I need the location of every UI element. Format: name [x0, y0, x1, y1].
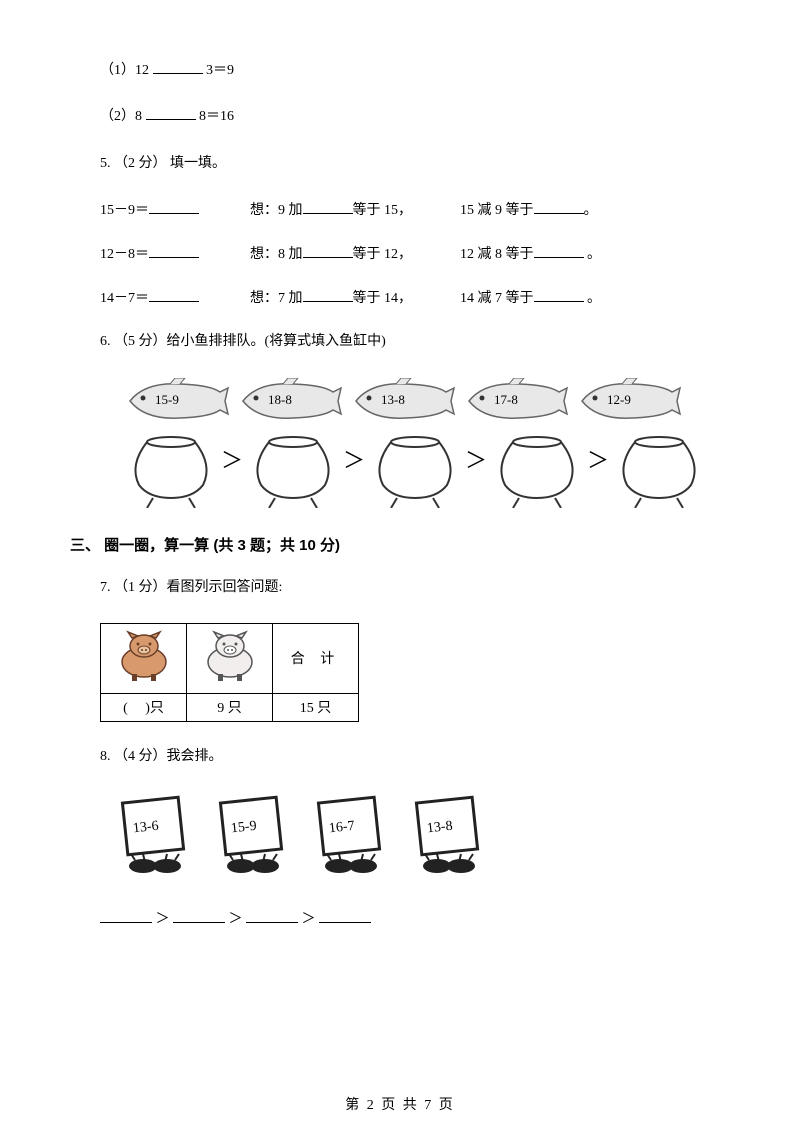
- pig-table: 合 计 ( )只 9 只 15 只: [100, 623, 359, 722]
- fill-blank[interactable]: [303, 288, 353, 302]
- q2-line: （2）8 8＝16: [70, 106, 730, 128]
- fish-label: 13-8: [381, 392, 405, 408]
- fish-row: 15-9 18-8 13-8 17-8 12-9: [70, 378, 730, 424]
- order-blank[interactable]: [100, 909, 152, 923]
- fill-row-2: 12－8＝ 想：8 加 等于 12， 12 减 8 等于 。: [70, 243, 730, 263]
- card-icon: 13-8: [409, 792, 487, 884]
- pig-cell-brown: [101, 623, 187, 693]
- fill-think-b: 等于 14，: [353, 291, 413, 306]
- pig-cell-white: [187, 623, 273, 693]
- gt-symbol: ＞: [463, 443, 489, 475]
- card-icon: 13-6: [115, 792, 193, 884]
- fish-icon: 15-9: [125, 378, 230, 424]
- gt-symbol: ＞: [341, 443, 367, 475]
- fill-blank[interactable]: [303, 200, 353, 214]
- fill-blank[interactable]: [149, 244, 199, 258]
- order-blank[interactable]: [173, 909, 225, 923]
- q8-heading: 8. （4 分）我会排。: [70, 746, 730, 768]
- fill-row-1: 15－9＝ 想：9 加 等于 15， 15 减 9 等于 。: [70, 199, 730, 219]
- section3-heading: 三、 圈一圈，算一算 (共 3 题；共 10 分): [70, 534, 730, 555]
- order-gt: ＞: [302, 912, 316, 927]
- card-label: 13-8: [426, 819, 453, 838]
- q7-heading: 7. （1 分）看图列示回答问题:: [70, 577, 730, 599]
- q1-suffix: 3＝9: [206, 63, 234, 78]
- pig-brown-icon: [114, 630, 174, 682]
- fill-r-a: 15 减 9 等于: [460, 203, 534, 218]
- fish-icon: 13-8: [351, 378, 456, 424]
- order-gt: ＞: [156, 912, 170, 927]
- fish-label: 12-9: [607, 392, 631, 408]
- fill-think-a: 想：7 加: [250, 291, 303, 306]
- q2-blank[interactable]: [146, 106, 196, 120]
- fish-icon: 12-9: [577, 378, 682, 424]
- pig-table-wrap: 合 计 ( )只 9 只 15 只: [70, 623, 730, 722]
- pig-count-blank[interactable]: ( )只: [101, 693, 187, 721]
- heji-label: 合 计: [291, 652, 341, 667]
- pig-cell-heji: 合 计: [273, 623, 359, 693]
- q1-blank[interactable]: [153, 60, 203, 74]
- fill-blank[interactable]: [149, 200, 199, 214]
- q2-suffix: 8＝16: [199, 109, 234, 124]
- fill-r-b: 。: [584, 291, 602, 306]
- fill-eq: 14－7＝: [100, 291, 149, 306]
- fill-blank[interactable]: [534, 288, 584, 302]
- q6-heading: 6. （5 分）给小鱼排排队。(将算式填入鱼缸中): [70, 331, 730, 353]
- fish-label: 15-9: [155, 392, 179, 408]
- fill-r-a: 14 减 7 等于: [460, 291, 534, 306]
- order-blank[interactable]: [246, 909, 298, 923]
- q2-prefix: （2）8: [100, 109, 142, 124]
- fill-blank[interactable]: [303, 244, 353, 258]
- fish-icon: 17-8: [464, 378, 569, 424]
- page-footer: 第 2 页 共 7 页: [0, 1094, 800, 1114]
- card-label: 16-7: [328, 819, 355, 838]
- card-label: 13-6: [132, 819, 159, 838]
- fill-think-a: 想：9 加: [250, 203, 303, 218]
- fill-r-b: 。: [584, 203, 598, 218]
- fill-blank[interactable]: [534, 244, 584, 258]
- q5-heading: 5. （2 分） 填一填。: [70, 153, 730, 175]
- gt-symbol: ＞: [219, 443, 245, 475]
- pig-white-icon: [200, 630, 260, 682]
- fill-blank[interactable]: [149, 288, 199, 302]
- pig-count-15: 15 只: [273, 693, 359, 721]
- fish-icon: 18-8: [238, 378, 343, 424]
- card-label: 15-9: [230, 819, 257, 838]
- fill-think-b: 等于 15，: [353, 203, 413, 218]
- fill-think-b: 等于 12，: [353, 247, 413, 262]
- fill-r-b: 。: [584, 247, 602, 262]
- order-line: ＞ ＞ ＞: [70, 908, 730, 928]
- order-blank[interactable]: [319, 909, 371, 923]
- fill-think-a: 想：8 加: [250, 247, 303, 262]
- fill-eq: 12－8＝: [100, 247, 149, 262]
- jar-icon[interactable]: [369, 430, 461, 508]
- jar-icon[interactable]: [247, 430, 339, 508]
- card-icon: 16-7: [311, 792, 389, 884]
- fill-blank[interactable]: [534, 200, 584, 214]
- jar-icon[interactable]: [491, 430, 583, 508]
- fish-label: 18-8: [268, 392, 292, 408]
- pig-count-9: 9 只: [187, 693, 273, 721]
- gt-symbol: ＞: [585, 443, 611, 475]
- cards-row: 13-6 15-9 16-7 13-8: [70, 792, 730, 884]
- fill-r-a: 12 减 8 等于: [460, 247, 534, 262]
- q1-line: （1）12 3＝9: [70, 60, 730, 82]
- fill-eq: 15－9＝: [100, 203, 149, 218]
- q1-prefix: （1）12: [100, 63, 149, 78]
- jar-icon[interactable]: [125, 430, 217, 508]
- fish-label: 17-8: [494, 392, 518, 408]
- order-gt: ＞: [229, 912, 243, 927]
- jar-icon[interactable]: [613, 430, 705, 508]
- card-icon: 15-9: [213, 792, 291, 884]
- fill-row-3: 14－7＝ 想：7 加 等于 14， 14 减 7 等于 。: [70, 287, 730, 307]
- jar-row: ＞ ＞ ＞ ＞: [70, 430, 730, 508]
